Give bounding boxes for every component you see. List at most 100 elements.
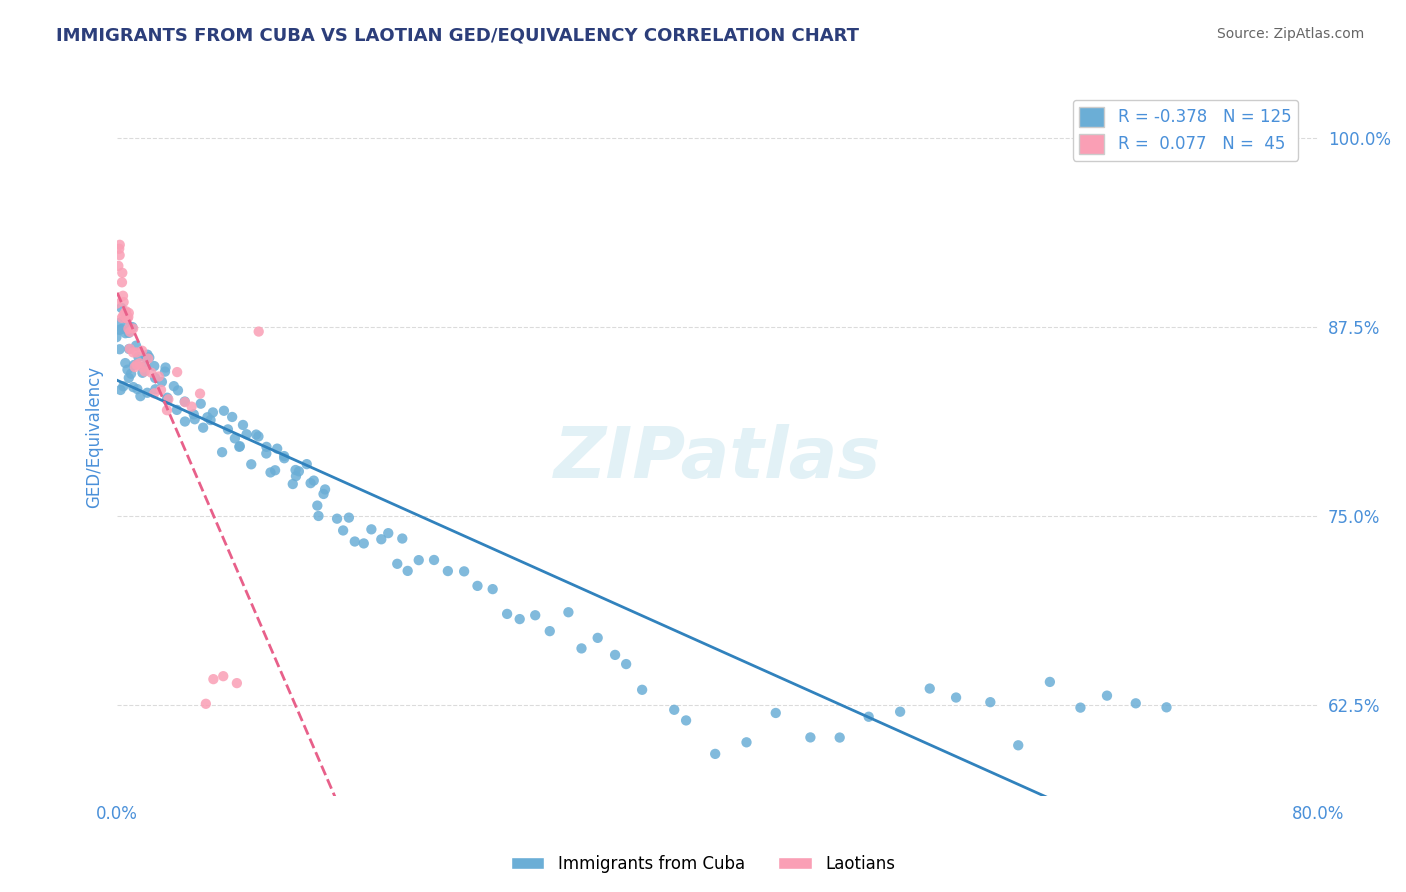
Point xyxy=(110,315,132,329)
Point xyxy=(1095,689,1118,703)
Point xyxy=(117,311,139,326)
Point xyxy=(174,415,197,429)
Point xyxy=(108,343,131,357)
Point xyxy=(571,641,593,656)
Point xyxy=(284,463,307,477)
Point xyxy=(108,237,131,252)
Point xyxy=(799,731,821,745)
Point xyxy=(111,266,134,280)
Point xyxy=(266,442,288,456)
Point xyxy=(235,427,257,442)
Point xyxy=(132,359,155,374)
Point xyxy=(765,706,787,720)
Point xyxy=(423,553,446,567)
Point xyxy=(211,445,233,459)
Point xyxy=(1156,700,1178,714)
Point xyxy=(481,582,503,596)
Point xyxy=(308,508,330,523)
Point xyxy=(212,403,235,417)
Point xyxy=(524,608,547,623)
Point xyxy=(114,326,136,341)
Point xyxy=(111,310,134,325)
Point xyxy=(118,371,141,385)
Point xyxy=(112,295,135,310)
Point xyxy=(945,690,967,705)
Point xyxy=(631,682,654,697)
Point xyxy=(664,703,686,717)
Point xyxy=(180,400,202,414)
Point xyxy=(232,417,254,432)
Point xyxy=(332,524,354,538)
Point xyxy=(125,339,148,353)
Point xyxy=(115,311,138,326)
Point xyxy=(115,304,138,318)
Point xyxy=(979,695,1001,709)
Point xyxy=(299,476,322,491)
Point xyxy=(120,367,142,381)
Point xyxy=(1039,674,1062,689)
Text: Source: ZipAtlas.com: Source: ZipAtlas.com xyxy=(1216,27,1364,41)
Point xyxy=(110,301,132,315)
Point xyxy=(131,343,153,358)
Point xyxy=(337,510,360,524)
Point xyxy=(496,607,519,621)
Point xyxy=(124,360,146,375)
Point xyxy=(111,289,134,303)
Point xyxy=(509,612,531,626)
Point xyxy=(132,360,155,375)
Point xyxy=(118,326,141,340)
Point xyxy=(387,557,409,571)
Point xyxy=(586,631,609,645)
Point xyxy=(118,306,141,320)
Point xyxy=(221,409,243,424)
Text: ZIPatlas: ZIPatlas xyxy=(554,424,882,492)
Point xyxy=(675,714,697,728)
Point xyxy=(111,275,134,289)
Point xyxy=(391,532,413,546)
Point xyxy=(125,345,148,359)
Point xyxy=(202,672,225,686)
Point xyxy=(134,364,156,378)
Point xyxy=(118,320,141,334)
Point xyxy=(224,431,246,445)
Point xyxy=(128,356,150,370)
Point xyxy=(150,383,173,397)
Point xyxy=(125,358,148,372)
Y-axis label: GED/Equivalency: GED/Equivalency xyxy=(86,366,103,508)
Point xyxy=(148,369,170,384)
Point xyxy=(212,669,235,683)
Point xyxy=(110,383,132,397)
Point xyxy=(167,384,190,398)
Point xyxy=(129,389,152,403)
Point xyxy=(117,310,139,324)
Point xyxy=(173,395,195,409)
Point xyxy=(285,469,308,483)
Point xyxy=(229,439,252,453)
Point xyxy=(188,386,211,401)
Point xyxy=(157,392,180,407)
Point xyxy=(156,403,179,417)
Point xyxy=(200,413,222,427)
Point xyxy=(173,394,195,409)
Point xyxy=(201,405,224,419)
Point xyxy=(370,533,392,547)
Point xyxy=(264,463,287,477)
Point xyxy=(114,356,136,370)
Point xyxy=(437,564,460,578)
Point xyxy=(163,379,186,393)
Point xyxy=(114,305,136,319)
Point xyxy=(453,565,475,579)
Point xyxy=(735,735,758,749)
Point xyxy=(117,322,139,336)
Legend: R = -0.378   N = 125, R =  0.077   N =  45: R = -0.378 N = 125, R = 0.077 N = 45 xyxy=(1073,100,1298,161)
Point xyxy=(247,429,270,443)
Point xyxy=(141,366,163,380)
Point xyxy=(122,321,145,335)
Point xyxy=(360,522,382,536)
Point xyxy=(828,731,851,745)
Point xyxy=(156,391,179,405)
Point xyxy=(281,477,304,491)
Point xyxy=(112,308,135,322)
Point xyxy=(314,483,336,497)
Point xyxy=(302,474,325,488)
